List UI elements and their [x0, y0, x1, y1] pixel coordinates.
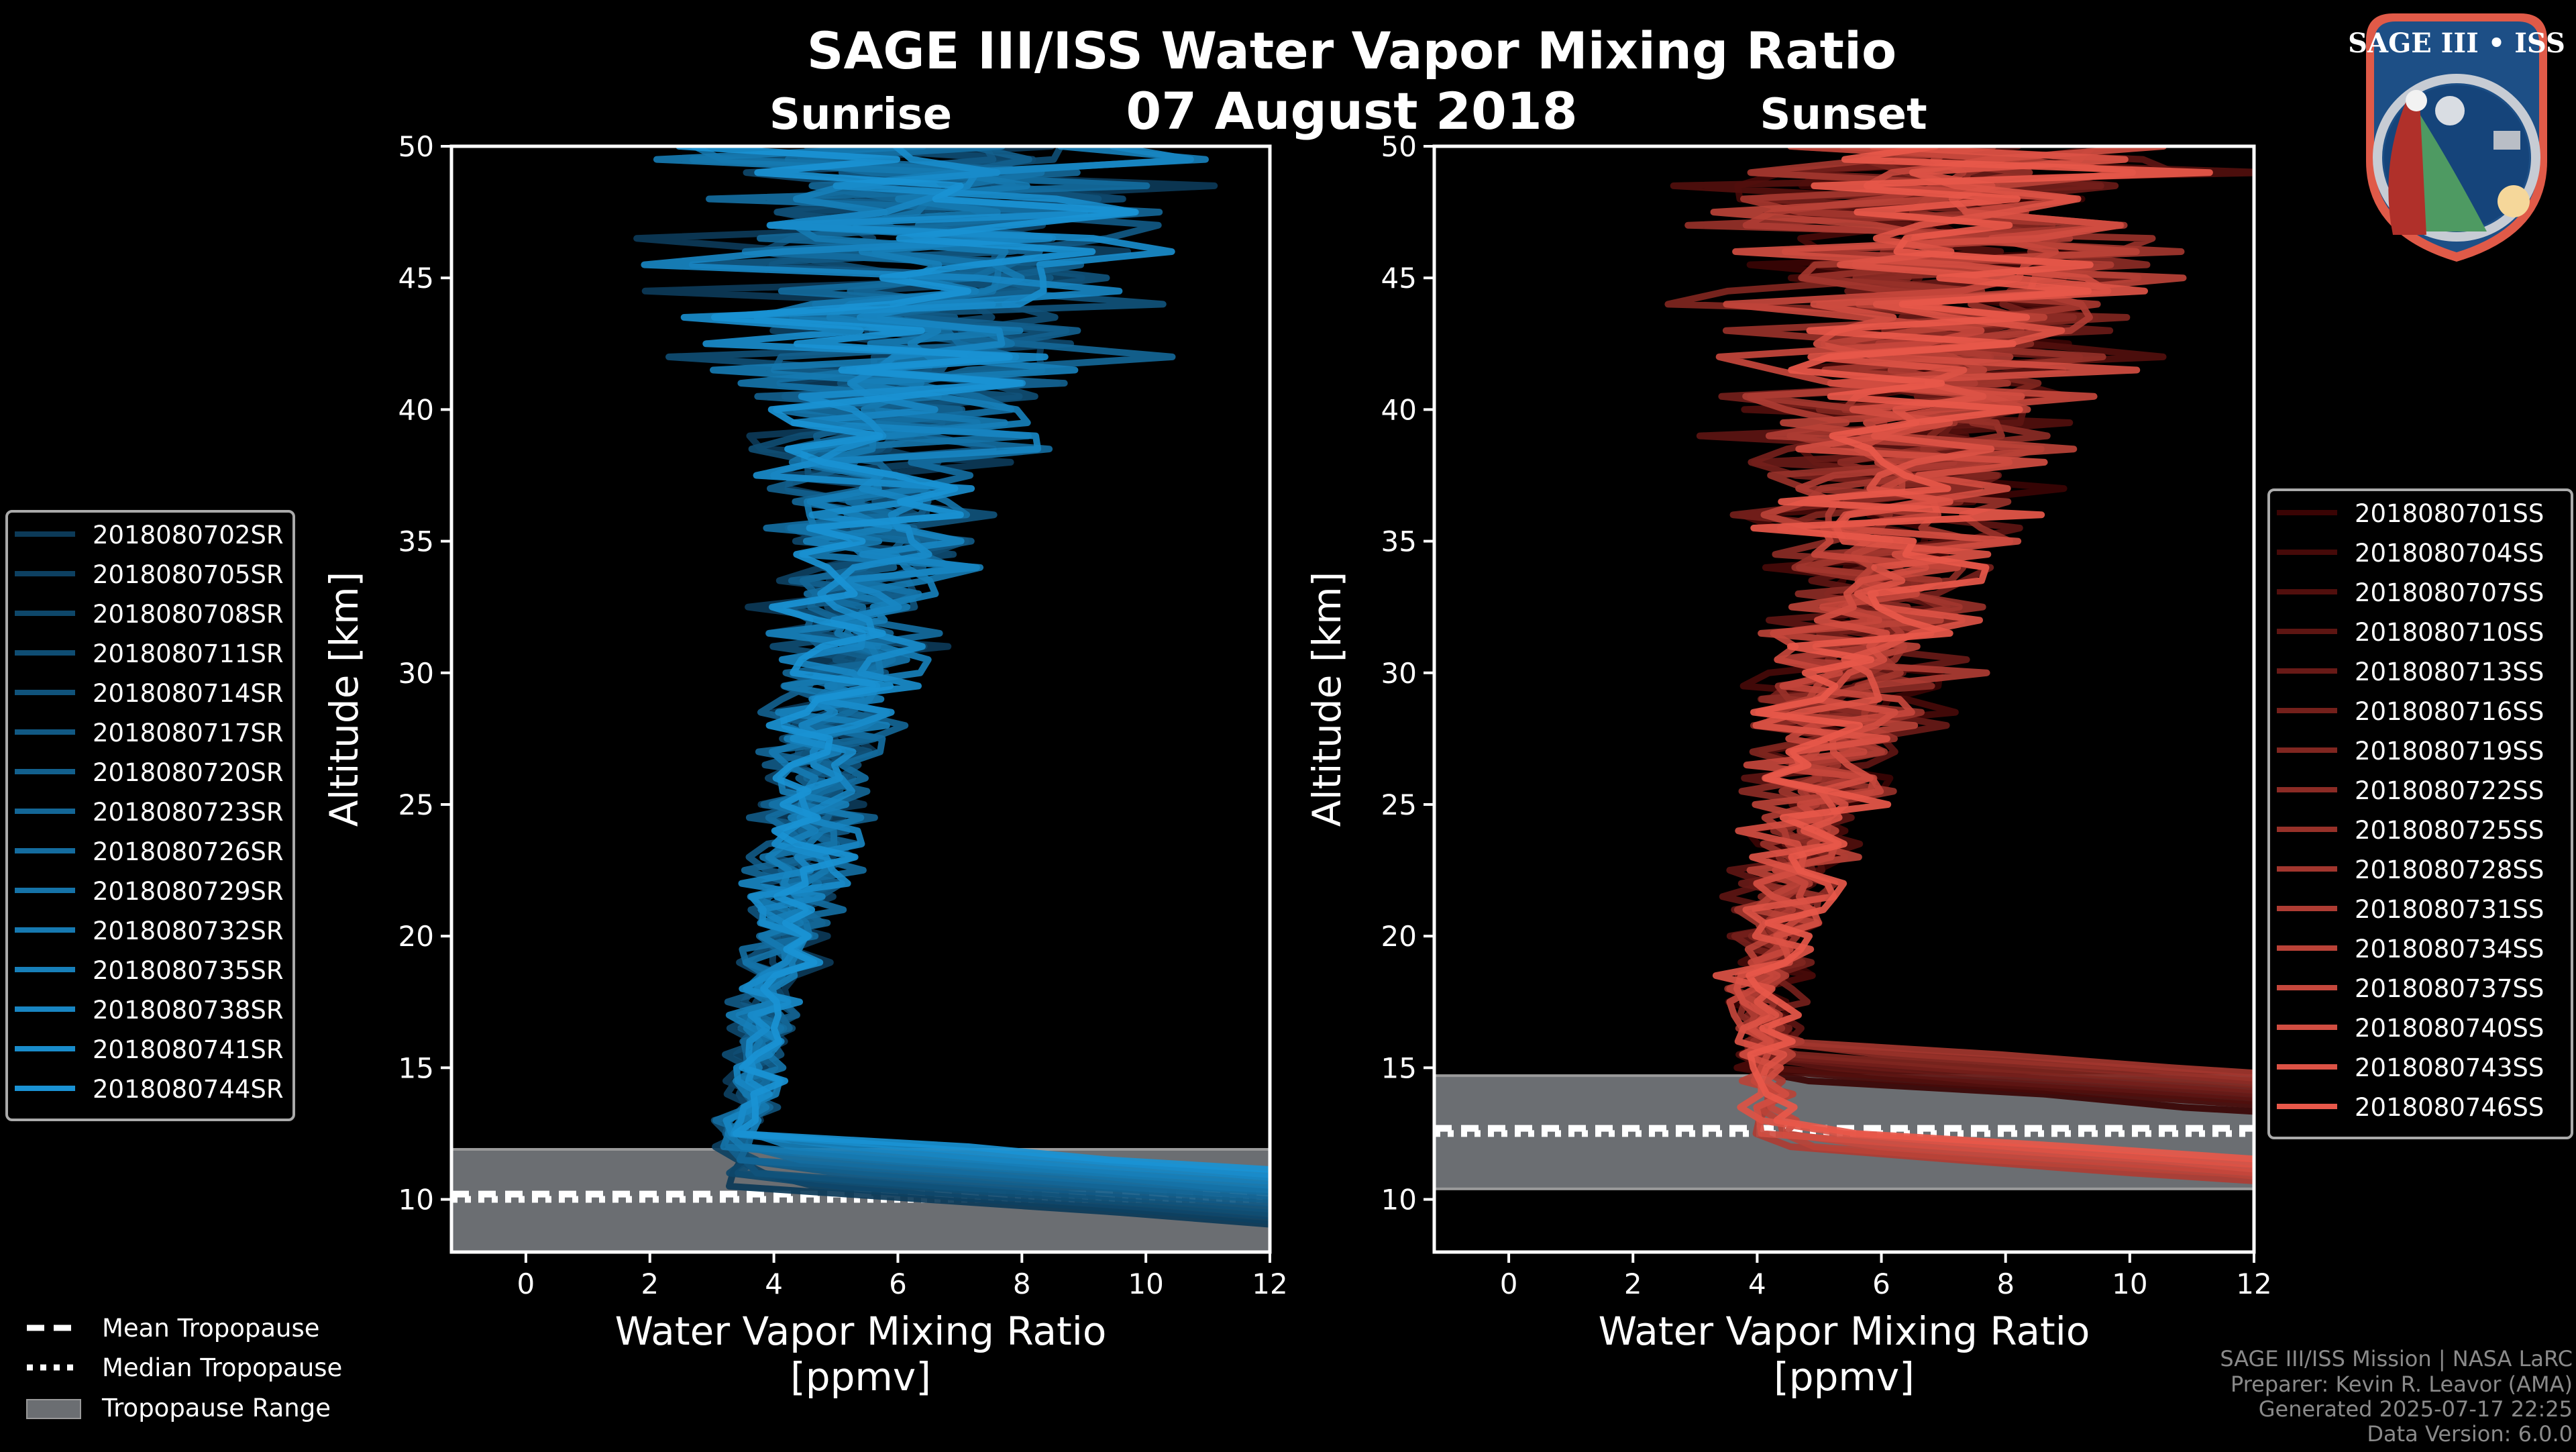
legend-label-2018080717SR: 2018080717SR: [93, 719, 284, 747]
x-tick-label: 6: [1872, 1267, 1890, 1300]
legend-label-2018080737SS: 2018080737SS: [2355, 974, 2544, 1003]
legend-label-2018080729SR: 2018080729SR: [93, 877, 284, 906]
y-axis-label: Altitude [km]: [321, 572, 367, 827]
x-tick-label: 8: [1996, 1267, 2015, 1300]
legend-label-2018080701SS: 2018080701SS: [2355, 499, 2544, 528]
footer-version: Data Version: 6.0.0: [2367, 1421, 2573, 1447]
legend-label-2018080734SS: 2018080734SS: [2355, 935, 2544, 964]
tropopause-range-label: Tropopause Range: [101, 1394, 331, 1422]
legend-label-2018080723SR: 2018080723SR: [93, 798, 284, 827]
legend-label-2018080711SR: 2018080711SR: [93, 639, 284, 668]
y-tick-label: 35: [398, 525, 434, 558]
y-tick-label: 30: [398, 657, 434, 690]
y-tick-label: 35: [1381, 525, 1417, 558]
sunset-legend: 2018080701SS 2018080704SS 2018080707SS 2018…: [2269, 490, 2572, 1138]
legend-label-2018080743SS: 2018080743SS: [2355, 1053, 2544, 1082]
x-tick-label: 12: [2236, 1267, 2271, 1300]
legend-label-2018080741SR: 2018080741SR: [93, 1035, 284, 1064]
mean-tropopause-label: Mean Tropopause: [102, 1314, 320, 1343]
y-tick-label: 40: [398, 393, 434, 426]
figure-title: SAGE III/ISS Water Vapor Mixing Ratio: [807, 21, 1897, 81]
x-tick-label: 12: [1252, 1267, 1287, 1300]
legend-label-2018080720SR: 2018080720SR: [93, 758, 284, 787]
median-tropopause-label: Median Tropopause: [102, 1353, 342, 1382]
footer-generated: Generated 2025-07-17 22:25: [2259, 1396, 2573, 1422]
y-tick-label: 50: [1381, 130, 1417, 163]
legend-label-2018080740SS: 2018080740SS: [2355, 1014, 2544, 1043]
sunrise-panel-title: Sunrise: [769, 90, 952, 140]
x-axis-label: Water Vapor Mixing Ratio: [1599, 1308, 2090, 1354]
y-tick-label: 25: [1381, 788, 1417, 821]
x-tick-label: 10: [1128, 1267, 1163, 1300]
y-tick-label: 15: [1381, 1051, 1417, 1084]
legend-label-2018080726SR: 2018080726SR: [93, 837, 284, 866]
footer-credits: SAGE III/ISS Mission | NASA LaRC Prepare…: [2220, 1346, 2573, 1447]
y-tick-label: 20: [398, 920, 434, 953]
footer-mission: SAGE III/ISS Mission | NASA LaRC: [2220, 1346, 2573, 1371]
figure-date: 07 August 2018: [1126, 81, 1577, 141]
legend-label-2018080705SR: 2018080705SR: [93, 560, 284, 589]
legend-label-2018080722SS: 2018080722SS: [2355, 776, 2544, 805]
y-tick-label: 40: [1381, 393, 1417, 426]
y-tick-label: 10: [1381, 1184, 1417, 1216]
x-tick-label: 0: [517, 1267, 535, 1300]
x-tick-label: 4: [1748, 1267, 1766, 1300]
y-axis-label: Altitude [km]: [1304, 572, 1350, 827]
y-tick-label: 10: [398, 1184, 434, 1216]
footer-preparer: Preparer: Kevin R. Leavor (AMA): [2231, 1371, 2573, 1397]
tropopause-range-swatch: [27, 1400, 80, 1418]
legend-label-2018080719SS: 2018080719SS: [2355, 737, 2544, 766]
legend-label-2018080716SS: 2018080716SS: [2355, 697, 2544, 726]
y-tick-label: 30: [1381, 657, 1417, 690]
x-tick-label: 6: [889, 1267, 907, 1300]
legend-label-2018080728SS: 2018080728SS: [2355, 855, 2544, 884]
legend-label-2018080707SS: 2018080707SS: [2355, 578, 2544, 607]
sunset-panel-title: Sunset: [1760, 90, 1927, 140]
y-tick-label: 45: [1381, 262, 1417, 295]
x-tick-label: 10: [2112, 1267, 2147, 1300]
logo-text: SAGE III • ISS: [2348, 28, 2565, 59]
y-tick-label: 20: [1381, 920, 1417, 953]
legend-label-2018080738SR: 2018080738SR: [93, 996, 284, 1025]
legend-label-2018080731SS: 2018080731SS: [2355, 895, 2544, 924]
legend-label-2018080702SR: 2018080702SR: [93, 521, 284, 550]
legend-label-2018080746SS: 2018080746SS: [2355, 1093, 2544, 1122]
x-axis-unit-label: [ppmv]: [1774, 1354, 1915, 1400]
legend-label-2018080744SR: 2018080744SR: [93, 1075, 284, 1104]
legend-label-2018080708SR: 2018080708SR: [93, 600, 284, 629]
x-tick-label: 2: [1624, 1267, 1642, 1300]
legend-label-2018080710SS: 2018080710SS: [2355, 618, 2544, 647]
legend-label-2018080725SS: 2018080725SS: [2355, 816, 2544, 845]
y-tick-label: 15: [398, 1051, 434, 1084]
legend-label-2018080713SS: 2018080713SS: [2355, 658, 2544, 686]
sage-iii-iss-logo: SAGE III • ISS: [2348, 13, 2565, 262]
legend-label-2018080735SR: 2018080735SR: [93, 956, 284, 985]
sunrise-legend: 2018080702SR 2018080705SR 2018080708SR 2018…: [7, 511, 294, 1120]
y-tick-label: 50: [398, 130, 434, 163]
x-tick-label: 8: [1013, 1267, 1031, 1300]
x-axis-label: Water Vapor Mixing Ratio: [615, 1308, 1107, 1354]
x-axis-unit-label: [ppmv]: [790, 1354, 931, 1400]
y-tick-label: 45: [398, 262, 434, 295]
legend-label-2018080732SR: 2018080732SR: [93, 917, 284, 945]
legend-label-2018080714SR: 2018080714SR: [93, 679, 284, 708]
x-tick-label: 4: [765, 1267, 783, 1300]
legend-label-2018080704SS: 2018080704SS: [2355, 539, 2544, 568]
tropopause-legend: Mean Tropopause Median Tropopause Tropop…: [27, 1314, 342, 1422]
y-tick-label: 25: [398, 788, 434, 821]
x-tick-label: 2: [641, 1267, 659, 1300]
x-tick-label: 0: [1500, 1267, 1518, 1300]
